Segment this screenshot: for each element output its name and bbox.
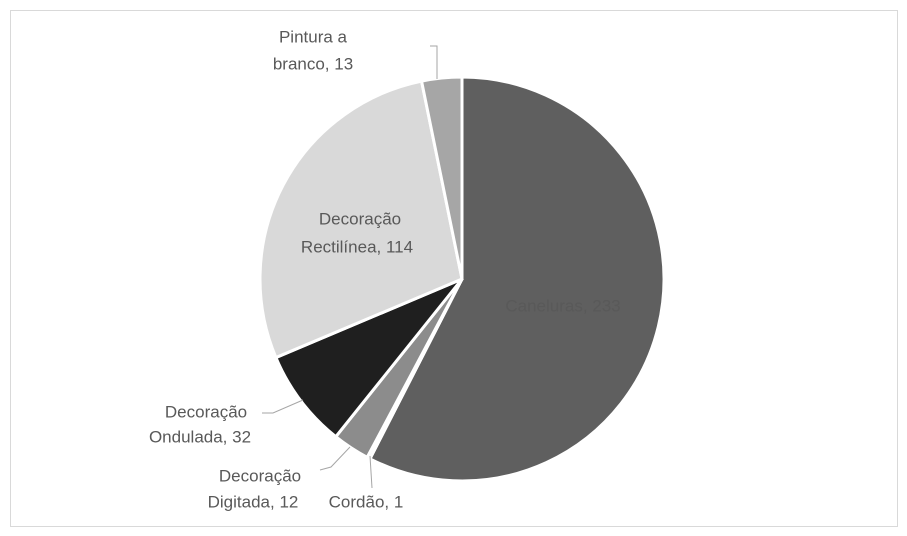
data-label: Decoração (165, 402, 247, 421)
data-label: Pintura a (279, 27, 348, 46)
pie-slice (419, 75, 464, 280)
leader-line (319, 446, 351, 471)
pie-slice (367, 75, 666, 483)
data-label: Digitada, 12 (208, 492, 299, 511)
data-label: branco, 13 (273, 54, 353, 73)
leader-line (369, 455, 373, 489)
data-label: Caneluras, 233 (505, 296, 620, 315)
leader-line (430, 45, 438, 79)
leader-line (262, 399, 304, 414)
data-label: Decoração (219, 466, 301, 485)
data-label: Ondulada, 32 (149, 427, 251, 446)
data-label: Decoração (319, 209, 401, 228)
pie-slice (258, 79, 464, 360)
data-label: Rectilínea, 114 (301, 237, 413, 256)
data-label: Cordão, 1 (329, 492, 404, 511)
